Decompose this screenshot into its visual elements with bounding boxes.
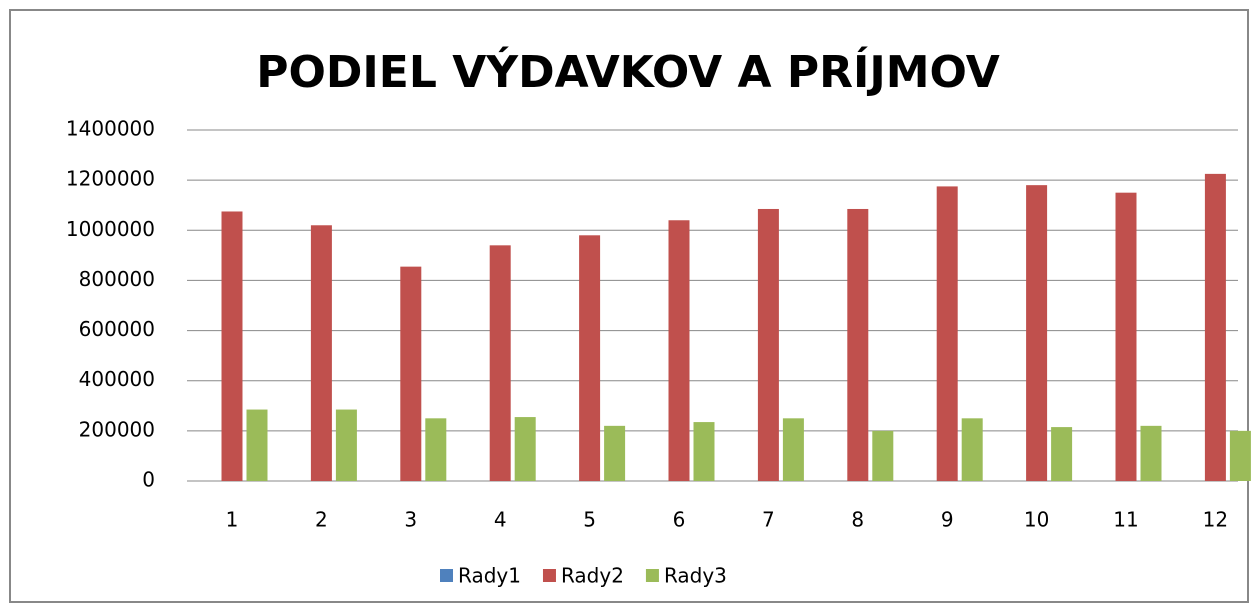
x-tick-label: 12 [1203,508,1228,532]
bar [693,422,715,481]
y-tick-label: 1200000 [66,167,155,191]
bar [310,225,332,481]
y-tick-label: 200000 [79,417,155,441]
legend-label: Rady1 [458,564,521,588]
chart-border [9,9,1249,603]
bar [1051,427,1073,481]
bar [961,418,983,481]
x-tick-label: 4 [494,508,507,532]
bar [1115,192,1137,481]
legend-swatch [645,569,659,582]
y-tick-label: 400000 [79,367,155,391]
x-tick-label: 11 [1113,508,1138,532]
x-tick-label: 3 [404,508,417,532]
bar [221,211,243,481]
bar [936,186,958,482]
bar [1204,173,1226,481]
legend-label: Rady3 [664,564,727,588]
x-tick-label: 5 [583,508,596,532]
bar [579,235,601,481]
bar [757,208,779,481]
y-tick-label: 0 [142,468,155,492]
y-tick-label: 600000 [79,317,155,341]
bar [335,409,357,481]
bar [847,208,869,481]
bar [514,417,536,481]
bar [489,245,511,481]
x-tick-label: 8 [851,508,864,532]
x-tick-label: 2 [315,508,328,532]
y-tick-label: 1000000 [66,217,155,241]
bar [400,266,422,481]
bar [246,409,268,481]
bar [668,220,690,481]
y-tick-label: 800000 [79,267,155,291]
y-tick-label: 1400000 [66,117,155,141]
bar [1229,430,1251,481]
legend-label: Rady2 [561,564,624,588]
x-tick-label: 7 [762,508,775,532]
bar [872,430,894,481]
legend-swatch [440,569,453,582]
bar [604,425,626,481]
x-tick-label: 9 [941,508,954,532]
bar [1140,425,1162,481]
legend-swatch [542,569,556,582]
bar [1026,185,1048,481]
bar [782,418,804,481]
x-tick-label: 1 [226,508,239,532]
x-tick-label: 6 [673,508,686,532]
chart-title: PODIEL VÝDAVKOV A PRÍJMOV [256,45,1000,98]
bar [425,418,447,481]
x-tick-label: 10 [1024,508,1049,532]
